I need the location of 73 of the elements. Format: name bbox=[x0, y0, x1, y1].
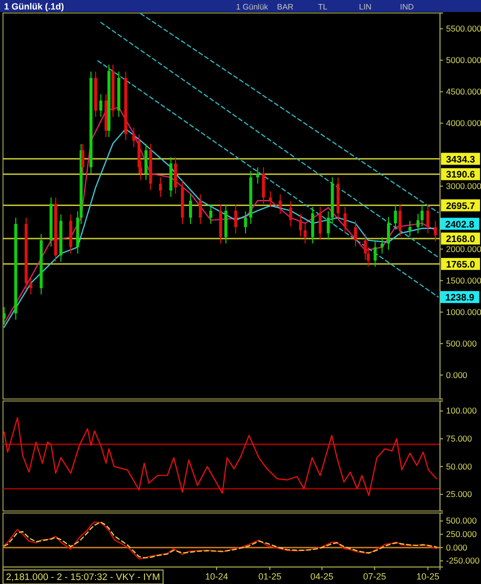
y-tick-label: 250.000 bbox=[446, 529, 477, 539]
y-tick-label: 5000.000 bbox=[446, 54, 481, 65]
candlestick bbox=[326, 210, 330, 240]
candlestick bbox=[299, 213, 302, 238]
candlestick bbox=[262, 166, 265, 204]
candlestick bbox=[174, 156, 177, 194]
line-series bbox=[4, 417, 438, 496]
text: LIN bbox=[359, 2, 372, 12]
candlestick bbox=[144, 143, 148, 180]
candlestick bbox=[380, 236, 384, 254]
y-tick-label: 0.000 bbox=[446, 370, 468, 380]
candlestick bbox=[434, 220, 437, 242]
candlestick bbox=[209, 204, 212, 224]
x-tick-label: 10-25 bbox=[416, 571, 440, 582]
y-tick-label: 100.000 bbox=[446, 406, 477, 416]
candlestick bbox=[304, 223, 307, 244]
y-tick-label: 50.000 bbox=[446, 461, 472, 472]
y-tick-label: 500.000 bbox=[446, 516, 477, 526]
candlestick bbox=[408, 220, 412, 238]
y-tick-label: 75.000 bbox=[446, 434, 472, 444]
annotation: 1238.9 bbox=[445, 292, 474, 304]
candlestick bbox=[420, 204, 424, 227]
candlestick bbox=[244, 210, 248, 234]
candlestick bbox=[189, 194, 192, 224]
ref-line-label: 2168.0 bbox=[446, 234, 476, 246]
ref-line-label: 2695.7 bbox=[446, 200, 476, 212]
candlestick bbox=[318, 206, 322, 240]
candlestick bbox=[416, 213, 420, 234]
y-tick-label: 500.000 bbox=[446, 338, 477, 348]
x-tick-label: 10-24 bbox=[205, 571, 228, 582]
x-tick-label: 04-25 bbox=[310, 571, 334, 582]
text: 2,181.000 - 2 - 15:07:32 - VKY - IYM bbox=[6, 572, 160, 583]
x-tick-label: 07-25 bbox=[363, 571, 386, 582]
y-tick-label: 0.000 bbox=[446, 542, 468, 552]
chart-title: 1 Günlük (.1d) bbox=[4, 2, 64, 12]
candlestick bbox=[3, 306, 6, 326]
candlestick bbox=[132, 127, 136, 148]
y-tick-label: 2000.000 bbox=[446, 244, 481, 254]
text: 1 Günlük bbox=[236, 2, 270, 12]
candlestick bbox=[29, 276, 32, 295]
candlestick bbox=[81, 143, 84, 174]
y-tick-label: 25.000 bbox=[446, 489, 472, 500]
text: BAR bbox=[277, 2, 294, 12]
candlestick bbox=[268, 190, 272, 208]
y-tick-label: 5500.000 bbox=[446, 23, 481, 34]
text: TL bbox=[318, 2, 328, 12]
y-tick-label: -250.000 bbox=[446, 556, 480, 566]
text: IND bbox=[400, 2, 414, 12]
candlestick bbox=[398, 204, 402, 238]
candlestick bbox=[234, 204, 238, 234]
y-tick-label: 1500.000 bbox=[446, 275, 481, 286]
y-tick-label: 1000.000 bbox=[446, 306, 481, 317]
y-tick-label: 4000.000 bbox=[446, 118, 481, 128]
candlestick bbox=[354, 220, 357, 248]
candlestick bbox=[99, 94, 102, 118]
y-tick-label: 3000.000 bbox=[446, 180, 481, 191]
candlestick bbox=[158, 176, 162, 198]
candlestick bbox=[374, 240, 377, 268]
ref-line-label: 3434.3 bbox=[446, 154, 476, 166]
candlestick bbox=[386, 216, 390, 250]
x-tick-label: 01-25 bbox=[258, 571, 282, 582]
candlestick bbox=[256, 166, 260, 184]
y-tick-label: 4500.000 bbox=[446, 86, 481, 96]
candlestick bbox=[278, 194, 282, 214]
candlestick bbox=[344, 206, 347, 234]
ref-line-label: 3190.6 bbox=[446, 170, 476, 181]
candlestick bbox=[426, 204, 430, 234]
candlestick bbox=[198, 194, 202, 224]
candlestick bbox=[289, 200, 292, 227]
candlestick bbox=[394, 204, 397, 230]
candlestick bbox=[311, 206, 314, 244]
ref-line-label: 1765.0 bbox=[446, 259, 476, 270]
annotation: 2402.8 bbox=[445, 219, 474, 230]
